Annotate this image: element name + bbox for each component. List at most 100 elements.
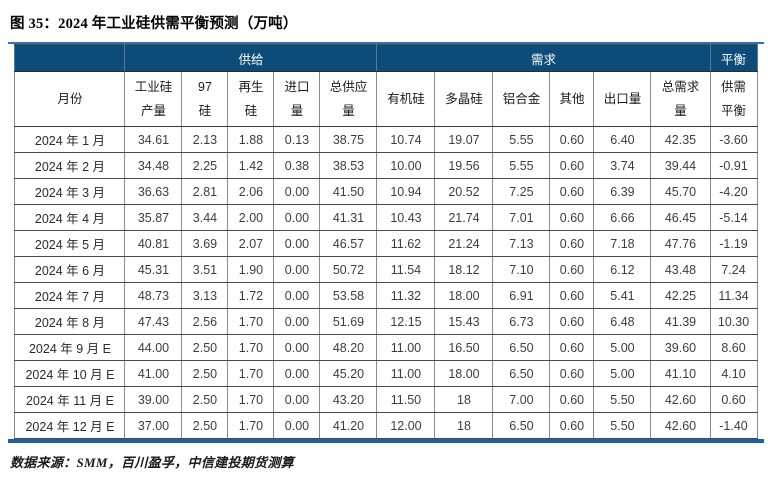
value-cell: 45.70 xyxy=(650,178,711,205)
table-row: 2024 年 11 月 E 39.00 2.50 1.70 0.00 43.20 11.50… xyxy=(14,386,758,413)
value-cell: 11.32 xyxy=(376,282,436,309)
value-cell: 41.20 xyxy=(319,412,378,439)
table-row: 2024 年 2 月 34.48 2.25 1.42 0.38 38.53 10.00 19.… xyxy=(14,152,758,179)
value-cell: 41.00 xyxy=(124,360,183,387)
value-cell: 5.00 xyxy=(593,360,652,387)
table-row: 2024 年 6 月 45.31 3.51 1.90 0.00 50.72 11.54 18.… xyxy=(14,256,758,283)
month-cell: 2024 年 3 月 xyxy=(14,178,126,205)
value-cell: 0.00 xyxy=(273,360,321,387)
value-cell: 6.48 xyxy=(593,308,652,335)
column-header-cell-3: 再生 硅 xyxy=(227,71,275,127)
value-cell: 0.60 xyxy=(549,178,595,205)
table-body: 2024 年 1 月 34.61 2.13 1.88 0.13 38.75 10.74 19.… xyxy=(14,126,758,439)
value-cell: 11.50 xyxy=(376,386,436,413)
figure-title: 图 35：2024 年工业硅供需平衡预测（万吨） xyxy=(10,16,298,32)
value-cell: 21.24 xyxy=(434,230,494,257)
value-cell: 6.40 xyxy=(593,126,652,153)
value-cell: -5.14 xyxy=(709,204,758,231)
value-cell: -0.91 xyxy=(709,152,758,179)
value-cell: 39.60 xyxy=(650,334,711,361)
table-row: 2024 年 10 月 E 41.00 2.50 1.70 0.00 45.20 11.00… xyxy=(14,360,758,387)
value-cell: 1.70 xyxy=(227,360,275,387)
value-cell: 18 xyxy=(434,412,494,439)
value-cell: 2.07 xyxy=(227,230,275,257)
value-cell: 6.50 xyxy=(492,412,551,439)
value-cell: 2.25 xyxy=(181,152,229,179)
column-header-row: 月份 工业硅 产量 97 硅再生 硅进口 量总供应 量有机硅 多晶硅 铝合金 其他 出口量总… xyxy=(14,71,758,127)
value-cell: 38.75 xyxy=(319,126,378,153)
value-cell: 6.66 xyxy=(593,204,652,231)
value-cell: 1.70 xyxy=(227,308,275,335)
supply-demand-balance-table: 供给 需求 平衡 月份 工业硅 产量 97 硅再生 硅进口 量总供应 量有机硅 多晶硅 铝合… xyxy=(14,44,758,439)
month-cell: 2024 年 4 月 xyxy=(14,204,126,231)
value-cell: 53.58 xyxy=(319,282,378,309)
value-cell: 34.61 xyxy=(124,126,183,153)
table-row: 2024 年 7 月 48.73 3.13 1.72 0.00 53.58 11.32 18.… xyxy=(14,282,758,309)
value-cell: 5.55 xyxy=(492,152,551,179)
value-cell: 0.00 xyxy=(273,308,321,335)
value-cell: -1.40 xyxy=(709,412,758,439)
value-cell: 5.00 xyxy=(593,334,652,361)
value-cell: 41.10 xyxy=(650,360,711,387)
value-cell: 11.54 xyxy=(376,256,436,283)
value-cell: 1.90 xyxy=(227,256,275,283)
value-cell: 2.56 xyxy=(181,308,229,335)
data-source-note: 数据来源：SMM，百川盈孚，中信建投期货测算 xyxy=(10,455,294,470)
value-cell: 42.60 xyxy=(650,386,711,413)
value-cell: 12.00 xyxy=(376,412,436,439)
value-cell: 3.13 xyxy=(181,282,229,309)
table-row: 2024 年 3 月 36.63 2.81 2.06 0.00 41.50 10.94 20.… xyxy=(14,178,758,205)
value-cell: 10.30 xyxy=(709,308,758,335)
value-cell: 16.50 xyxy=(434,334,494,361)
value-cell: 42.25 xyxy=(650,282,711,309)
value-cell: 10.94 xyxy=(376,178,436,205)
value-cell: 0.60 xyxy=(549,386,595,413)
value-cell: 0.60 xyxy=(549,230,595,257)
column-header-cell-1: 工业硅 产量 xyxy=(124,71,183,127)
value-cell: 20.52 xyxy=(434,178,494,205)
value-cell: 10.74 xyxy=(376,126,436,153)
value-cell: 0.60 xyxy=(709,386,758,413)
value-cell: 48.20 xyxy=(319,334,378,361)
value-cell: 19.07 xyxy=(434,126,494,153)
value-cell: 7.00 xyxy=(492,386,551,413)
value-cell: 42.35 xyxy=(650,126,711,153)
value-cell: 42.60 xyxy=(650,412,711,439)
value-cell: 2.00 xyxy=(227,204,275,231)
group-header-cell-3: 平衡 xyxy=(709,44,758,72)
table-row: 2024 年 8 月 47.43 2.56 1.70 0.00 51.69 12.15 15.… xyxy=(14,308,758,335)
value-cell: 36.63 xyxy=(124,178,183,205)
value-cell: 0.60 xyxy=(549,282,595,309)
value-cell: 0.60 xyxy=(549,360,595,387)
value-cell: 0.60 xyxy=(549,412,595,439)
value-cell: 7.25 xyxy=(492,178,551,205)
value-cell: 3.44 xyxy=(181,204,229,231)
value-cell: 2.50 xyxy=(181,360,229,387)
column-header-cell-11: 总需求 量 xyxy=(650,71,711,127)
value-cell: 5.50 xyxy=(593,412,652,439)
table-row: 2024 年 1 月 34.61 2.13 1.88 0.13 38.75 10.74 19.… xyxy=(14,126,758,153)
value-cell: 1.70 xyxy=(227,334,275,361)
month-cell: 2024 年 9 月 E xyxy=(14,334,126,361)
value-cell: 6.50 xyxy=(492,360,551,387)
value-cell: 11.62 xyxy=(376,230,436,257)
value-cell: 46.57 xyxy=(319,230,378,257)
column-header-cell-2: 97 硅 xyxy=(181,71,229,127)
value-cell: 11.34 xyxy=(709,282,758,309)
value-cell: 18.00 xyxy=(434,360,494,387)
month-cell: 2024 年 1 月 xyxy=(14,126,126,153)
value-cell: 41.31 xyxy=(319,204,378,231)
value-cell: 40.81 xyxy=(124,230,183,257)
value-cell: 0.60 xyxy=(549,334,595,361)
value-cell: 3.69 xyxy=(181,230,229,257)
value-cell: 3.51 xyxy=(181,256,229,283)
value-cell: 0.00 xyxy=(273,178,321,205)
value-cell: 0.60 xyxy=(549,152,595,179)
value-cell: 1.88 xyxy=(227,126,275,153)
value-cell: 21.74 xyxy=(434,204,494,231)
value-cell: 41.39 xyxy=(650,308,711,335)
value-cell: 1.70 xyxy=(227,412,275,439)
value-cell: 18 xyxy=(434,386,494,413)
value-cell: 5.50 xyxy=(593,386,652,413)
